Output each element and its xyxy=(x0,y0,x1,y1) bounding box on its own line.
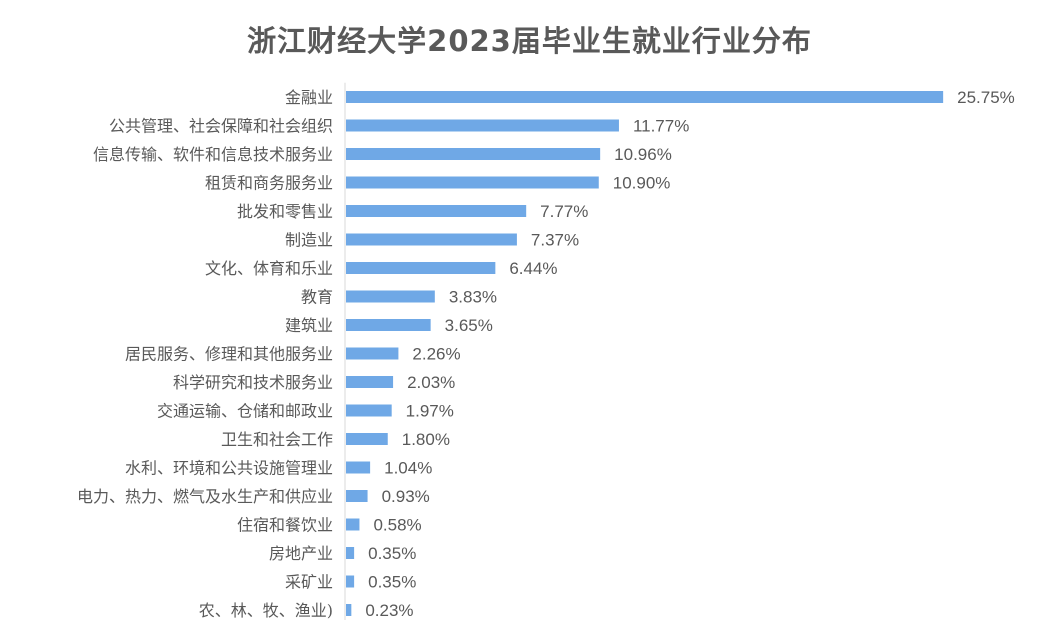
value-label: 10.96% xyxy=(614,145,672,164)
category-label: 制造业 xyxy=(285,231,333,250)
bar xyxy=(346,319,431,331)
bar xyxy=(346,404,392,417)
category-label: 科学研究和技术服务业 xyxy=(173,373,333,392)
category-label: 卫生和社会工作 xyxy=(221,430,333,449)
category-label: 交通运输、仓储和邮政业 xyxy=(157,402,333,421)
bar xyxy=(346,376,394,388)
bar xyxy=(346,604,352,616)
value-label: 0.35% xyxy=(368,544,416,563)
chart-title: 浙江财经大学2023届毕业生就业行业分布 xyxy=(247,24,812,58)
value-label: 2.03% xyxy=(407,373,455,392)
bar xyxy=(346,433,388,445)
category-label: 建筑业 xyxy=(285,316,333,335)
category-label: 电力、热力、燃气及水生产和供应业 xyxy=(77,487,333,506)
value-label: 10.90% xyxy=(613,174,671,193)
value-label: 0.35% xyxy=(368,573,416,592)
value-labels: 25.75% 11.77% 10.96% 10.90% 7.77% 7.37% 6.44% 3… xyxy=(365,88,1014,620)
value-label: 25.75% xyxy=(957,88,1015,107)
value-label: 6.44% xyxy=(509,259,557,278)
bar xyxy=(346,119,619,132)
category-label: 批发和零售业 xyxy=(237,202,333,221)
category-label: 住宿和餐饮业 xyxy=(237,516,333,535)
value-label: 3.83% xyxy=(449,288,497,307)
value-label: 11.77% xyxy=(633,117,689,136)
value-label: 0.23% xyxy=(365,601,413,620)
bar xyxy=(346,290,435,303)
bar xyxy=(346,91,944,103)
bar xyxy=(346,205,527,217)
bar xyxy=(346,575,355,588)
category-label: 租赁和商务服务业 xyxy=(205,174,333,193)
bar xyxy=(346,176,599,189)
bar xyxy=(346,547,355,559)
value-label: 7.77% xyxy=(540,202,588,221)
value-label: 0.93% xyxy=(382,487,430,506)
category-label: 文化、体育和乐业 xyxy=(205,259,333,278)
value-label: 0.58% xyxy=(373,516,421,535)
category-label: 水利、环境和公共设施管理业 xyxy=(125,459,333,478)
value-label: 7.37% xyxy=(531,231,579,250)
bar xyxy=(346,347,399,360)
value-label: 1.80% xyxy=(402,430,450,449)
category-label: 教育 xyxy=(301,288,333,307)
category-label: 公共管理、社会保障和社会组织 xyxy=(109,117,333,136)
bar xyxy=(346,461,371,474)
category-label: 信息传输、软件和信息技术服务业 xyxy=(93,145,333,164)
category-label: 居民服务、修理和其他服务业 xyxy=(125,345,333,364)
value-label: 3.65% xyxy=(445,316,493,335)
bar xyxy=(346,148,601,160)
bar xyxy=(346,490,368,502)
category-label: 采矿业 xyxy=(285,573,333,592)
bars xyxy=(346,91,944,616)
value-label: 1.04% xyxy=(384,459,432,478)
category-label: 房地产业 xyxy=(269,544,333,563)
category-label: 农、林、牧、渔业) xyxy=(199,601,333,620)
category-labels: 金融业公共管理、社会保障和社会组织信息传输、软件和信息技术服务业租赁和商务服务业… xyxy=(77,88,333,620)
bar xyxy=(346,262,496,274)
bar xyxy=(346,518,360,531)
bar xyxy=(346,233,517,246)
value-label: 2.26% xyxy=(412,345,460,364)
value-label: 1.97% xyxy=(406,402,454,421)
category-label: 金融业 xyxy=(285,88,333,107)
